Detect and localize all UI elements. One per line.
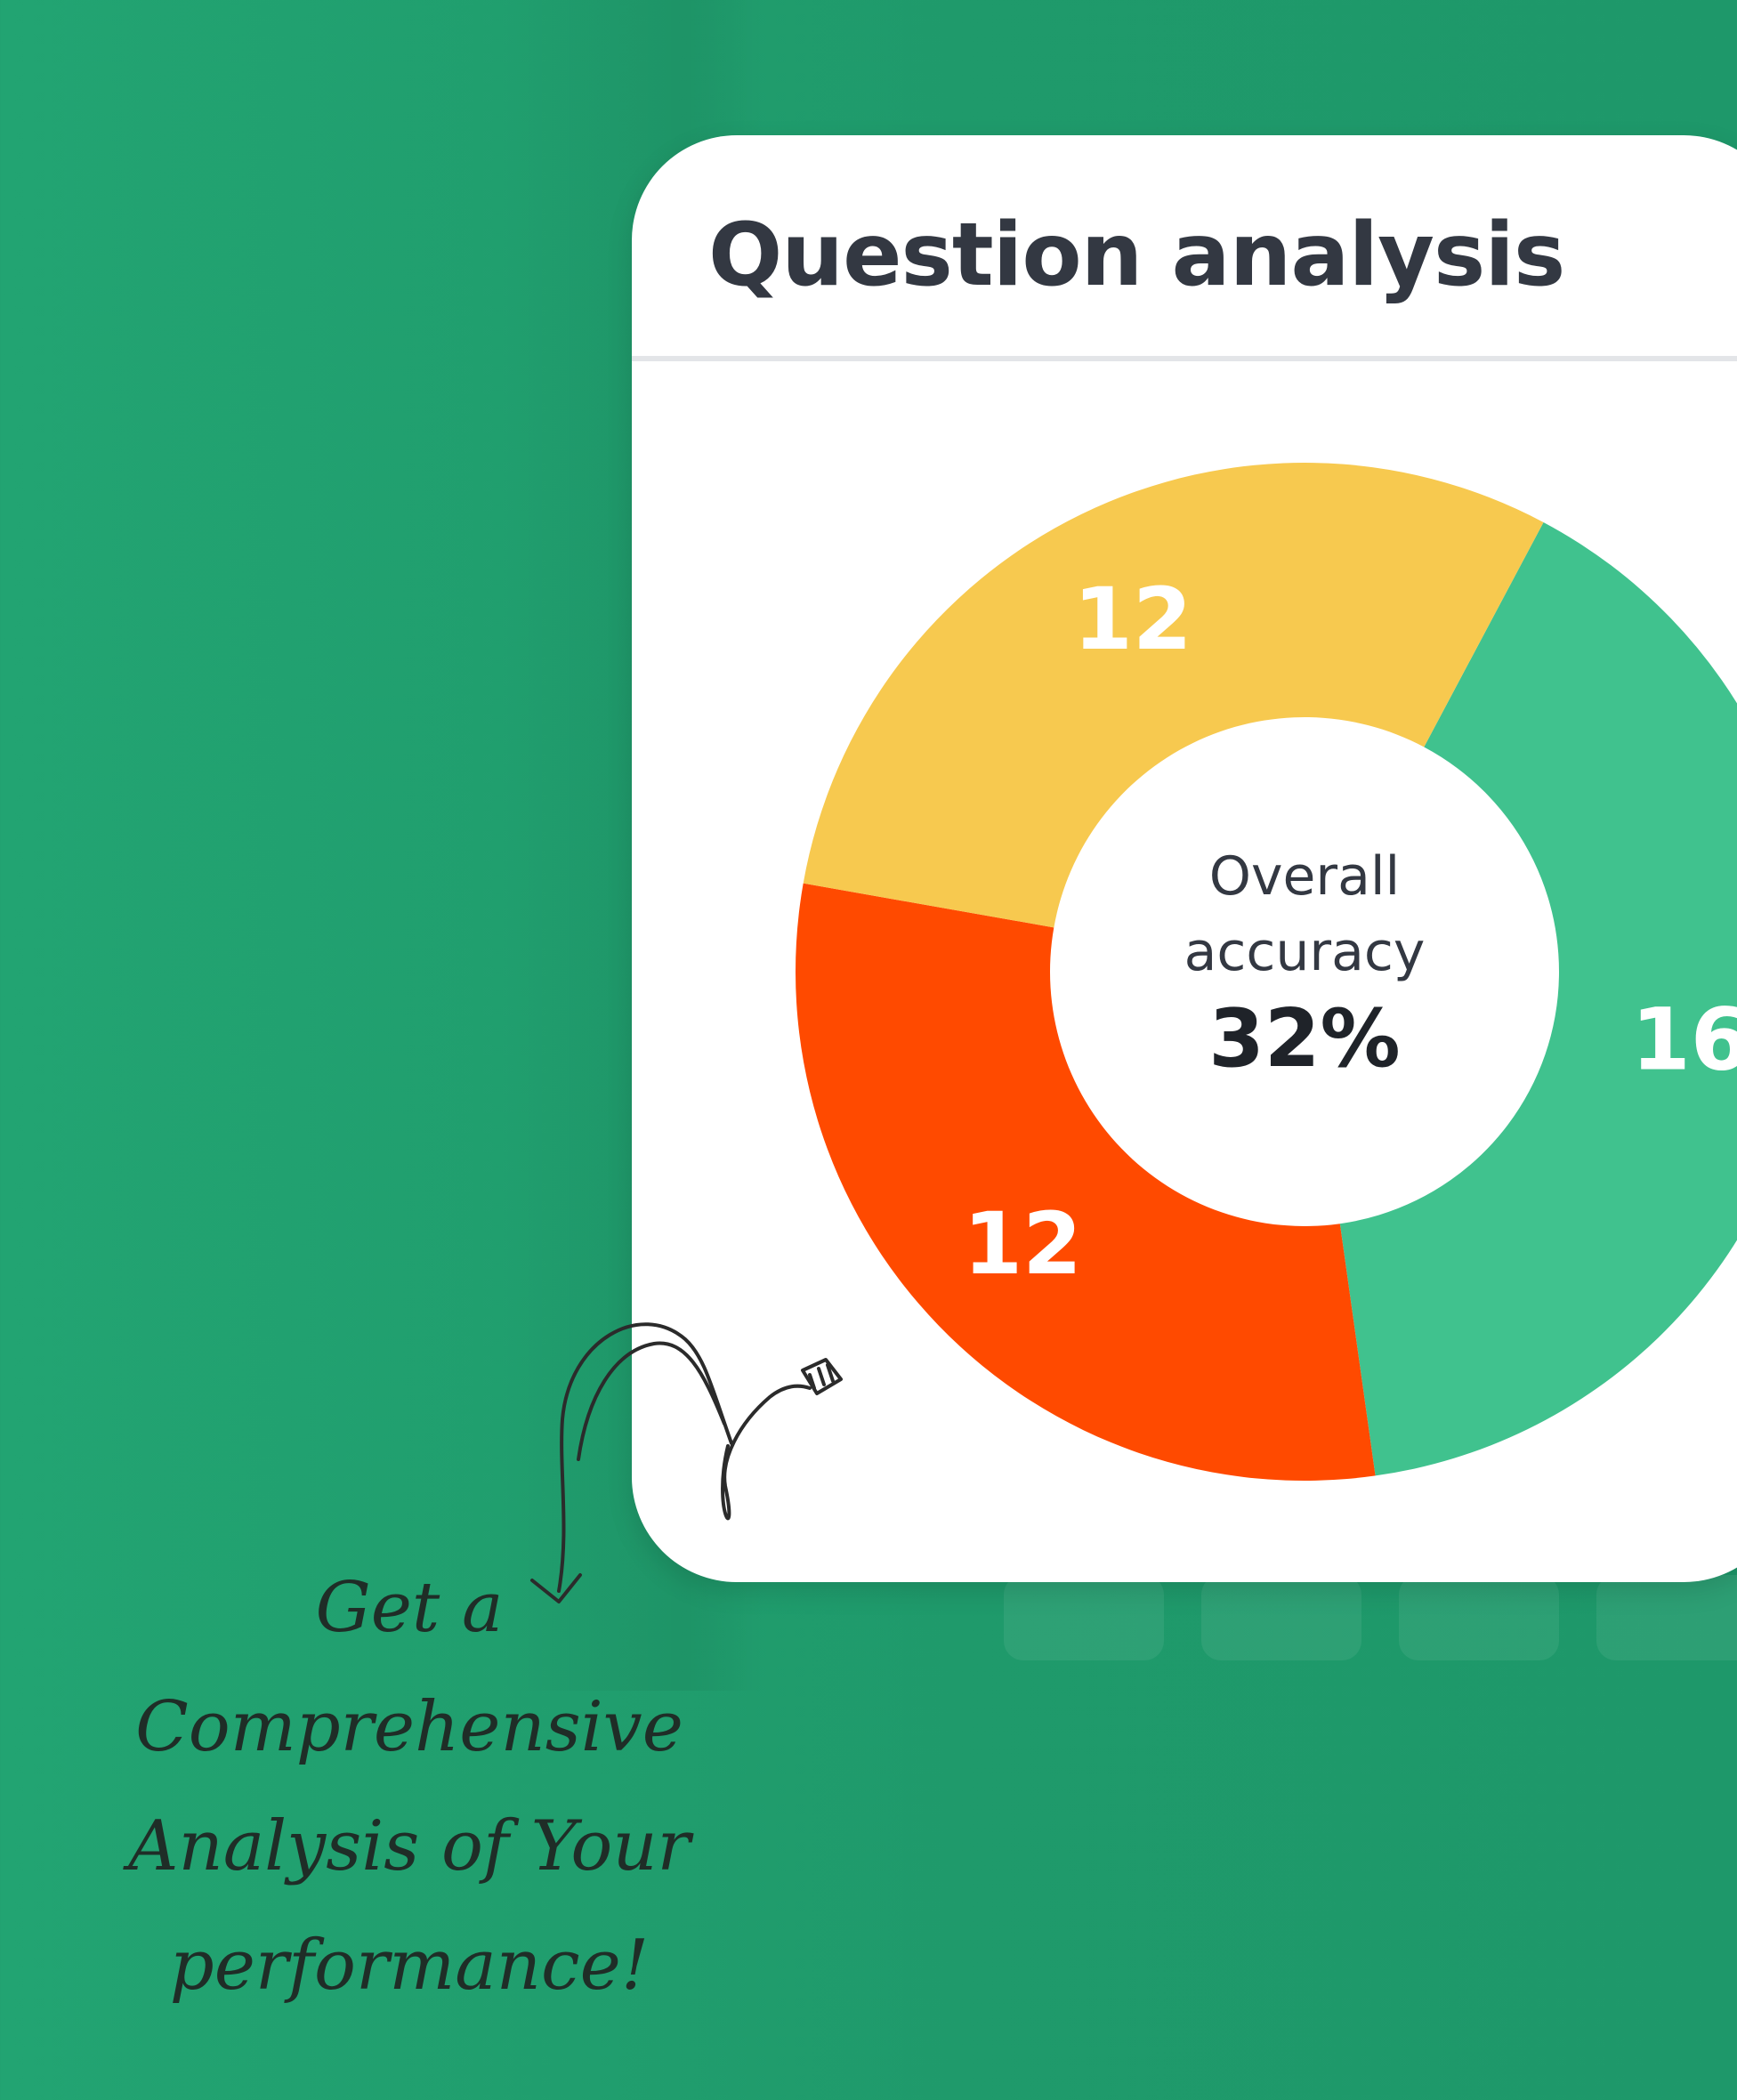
background-pill (1004, 1575, 1164, 1660)
card-divider (632, 356, 1737, 361)
caption-line: Get a (315, 1568, 504, 1648)
donut-slices (795, 463, 1737, 1481)
center-label-line2: accuracy (1184, 921, 1426, 983)
caption-line: Analysis of Your (128, 1806, 691, 1886)
donut-slice-label: 12 (963, 1194, 1082, 1294)
doodle-arrow-icon (530, 1322, 843, 1603)
donut-slice-label: 12 (1073, 569, 1192, 669)
donut-center: Overall accuracy 32% (1184, 845, 1426, 1086)
donut-slice-label: 16 (1631, 989, 1737, 1089)
donut-slice-labels: 16 12 12 (963, 569, 1737, 1294)
caption-line: performance! (169, 1926, 650, 2006)
background-pill (1596, 1575, 1737, 1660)
background-pill (1399, 1575, 1559, 1660)
donut-slice-1 (795, 883, 1376, 1481)
card-title: Question analysis (708, 205, 1565, 306)
caption-line: Comprehensive (135, 1687, 683, 1767)
donut-slice-0 (1339, 521, 1737, 1476)
center-value: 32% (1208, 992, 1400, 1086)
caption: Get a Comprehensive Analysis of Your per… (36, 1548, 783, 2025)
background-pill (1201, 1575, 1361, 1660)
center-label-line1: Overall (1209, 845, 1400, 908)
donut-slice-2 (803, 463, 1544, 928)
